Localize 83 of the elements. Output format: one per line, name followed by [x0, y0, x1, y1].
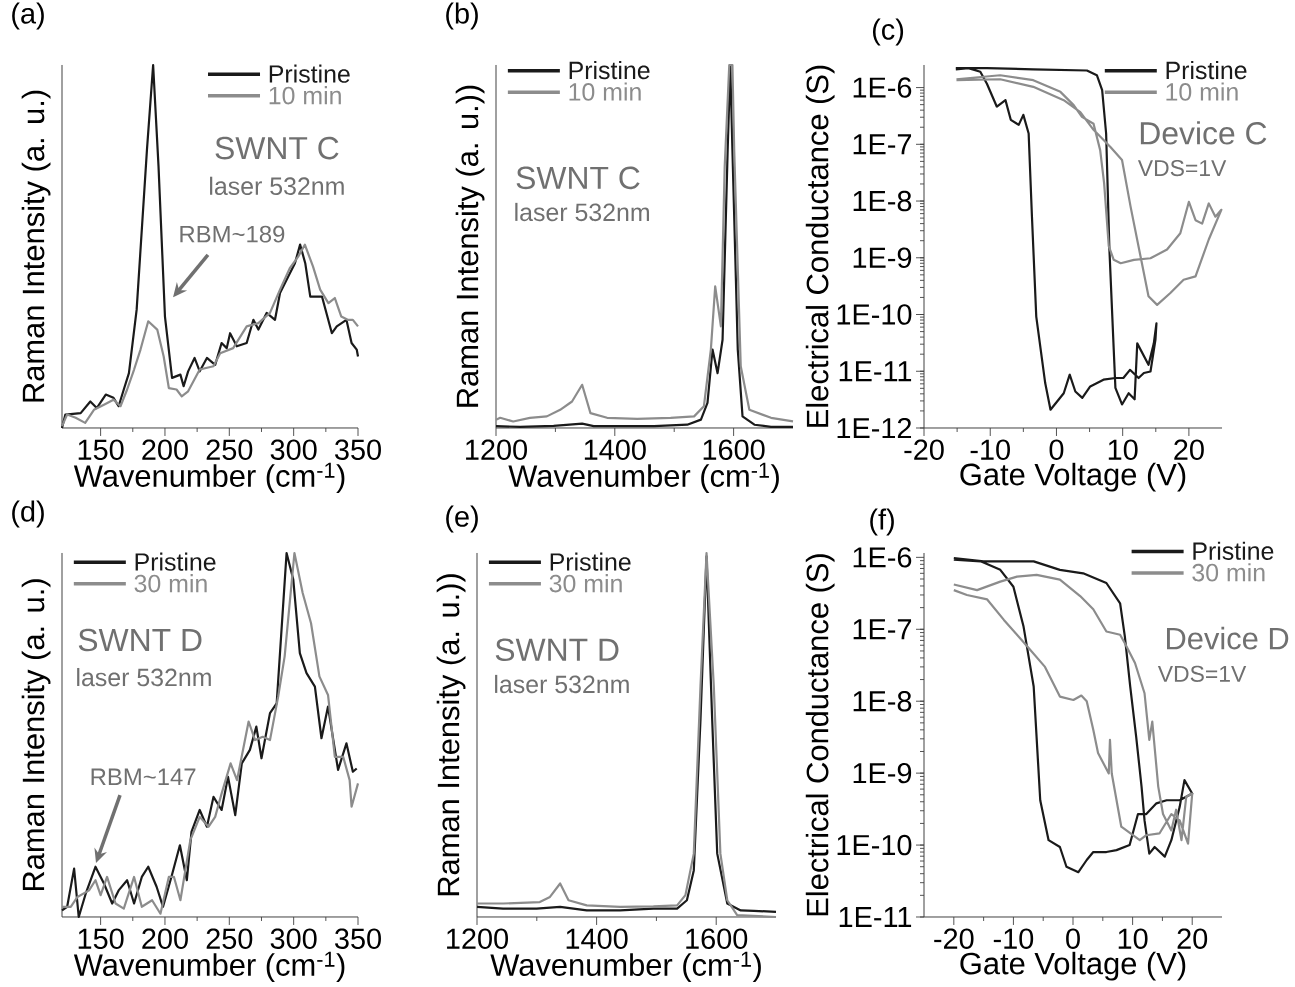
y-tick-label: 1E-9	[853, 247, 912, 268]
y-tick-label: 1E-10	[837, 304, 912, 325]
x-tick-label: 1400	[584, 439, 646, 460]
annotation: RBM~147	[91, 768, 196, 786]
legend-label: Pristine	[135, 552, 216, 571]
x-tick-label: 200	[142, 928, 188, 949]
x-tick-label: 0	[1049, 439, 1064, 460]
x-tick-label: -10	[993, 928, 1034, 949]
annotation: SWNT C	[516, 166, 640, 190]
y-tick-label: 1E-8	[853, 690, 912, 712]
annotation: SWNT D	[495, 638, 619, 662]
annotation: laser 532nm	[77, 667, 211, 687]
annotation: laser 532nm	[515, 202, 649, 222]
x-tick-label: 1600	[703, 439, 765, 460]
annotation: Device C	[1140, 121, 1267, 145]
annotation: laser 532nm	[210, 176, 344, 196]
annotation: VDS=1V	[1137, 159, 1227, 177]
x-tick-label: -10	[970, 439, 1010, 460]
x-tick-label: 300	[270, 439, 317, 460]
legend-label: 30 min	[134, 574, 207, 593]
annotation: SWNT D	[78, 628, 202, 652]
legend-label: 10 min	[569, 82, 641, 101]
x-tick-label: 150	[78, 928, 124, 949]
annotation: VDS=1V	[1157, 665, 1247, 682]
y-tick-label: 1E-9	[853, 762, 912, 784]
x-tick-label: 250	[206, 439, 253, 460]
annotation: laser 532nm	[495, 674, 629, 694]
y-axis-title: Raman Intensity (a. u.)	[21, 90, 51, 402]
y-tick-label: 1E-7	[853, 619, 912, 640]
y-axis-title: Raman Intensity (a. u.)	[21, 579, 51, 891]
x-tick-label: 20	[1177, 928, 1208, 949]
legend-label: Pristine	[550, 552, 631, 571]
annotation: Device D	[1167, 626, 1289, 650]
x-tick-label: -20	[904, 439, 944, 460]
x-tick-label: 10	[1118, 928, 1148, 949]
y-axis-title: Raman Intensity (a. u.))	[436, 574, 466, 896]
legend-label: Pristine	[569, 60, 650, 80]
x-axis-title: Gate Voltage (V)	[960, 951, 1186, 981]
y-tick-label: 1E-6	[853, 547, 912, 568]
x-axis-title: Gate Voltage (V)	[960, 462, 1186, 492]
y-tick-label: 1E-11	[839, 907, 912, 927]
chart-title: (c)	[872, 18, 904, 46]
annotation: SWNT C	[215, 136, 339, 160]
x-tick-label: 200	[142, 439, 188, 460]
legend-label: 10 min	[269, 86, 341, 105]
y-tick-label: 1E-12	[837, 417, 912, 439]
y-tick-label: 1E-7	[853, 134, 912, 155]
x-tick-label: 0	[1066, 928, 1080, 949]
x-tick-label: 350	[335, 928, 381, 949]
chart-title: (a)	[12, 2, 44, 30]
chart-title: (d)	[12, 500, 44, 528]
x-axis-title: Wavenumber (cm$^{-1}$)	[508, 462, 779, 494]
x-axis-title: Wavenumber (cm$^{-1}$)	[490, 951, 761, 983]
legend-label: Pristine	[1166, 60, 1247, 80]
x-tick-label: 350	[335, 439, 381, 460]
legend-label: Pristine	[269, 64, 350, 83]
y-tick-label: 1E-6	[853, 77, 912, 98]
x-tick-label: 1200	[447, 928, 508, 949]
legend-label: 10 min	[1166, 82, 1238, 101]
chart-title: (f)	[870, 508, 894, 536]
x-tick-label: 150	[78, 439, 124, 460]
x-tick-label: 1200	[466, 439, 527, 460]
x-tick-label: 250	[206, 928, 253, 949]
legend-label: 30 min	[549, 574, 622, 593]
x-tick-label: 1400	[566, 928, 628, 949]
x-tick-label: -20	[934, 928, 974, 949]
legend-label: 30 min	[1192, 563, 1265, 582]
annotation: RBM~189	[180, 225, 285, 243]
y-tick-label: 1E-11	[839, 361, 912, 382]
x-tick-label: 1600	[686, 928, 748, 949]
y-axis-title: Electrical Conductance (S)	[805, 65, 835, 427]
chart-title: (e)	[446, 505, 478, 533]
x-axis-title: Wavenumber (cm$^{-1}$)	[73, 462, 345, 494]
x-axis-title: Wavenumber (cm$^{-1}$)	[73, 951, 345, 983]
x-tick-label: 20	[1174, 439, 1204, 460]
y-axis-title: Electrical Conductance (S)	[805, 554, 835, 916]
y-tick-label: 1E-8	[853, 190, 912, 212]
legend-label: Pristine	[1193, 541, 1274, 560]
y-axis-title: Raman Intensity (a. u.))	[455, 85, 485, 407]
x-tick-label: 10	[1108, 439, 1138, 460]
chart-title: (b)	[446, 2, 478, 30]
x-tick-label: 300	[270, 928, 317, 949]
y-tick-label: 1E-10	[837, 834, 912, 856]
